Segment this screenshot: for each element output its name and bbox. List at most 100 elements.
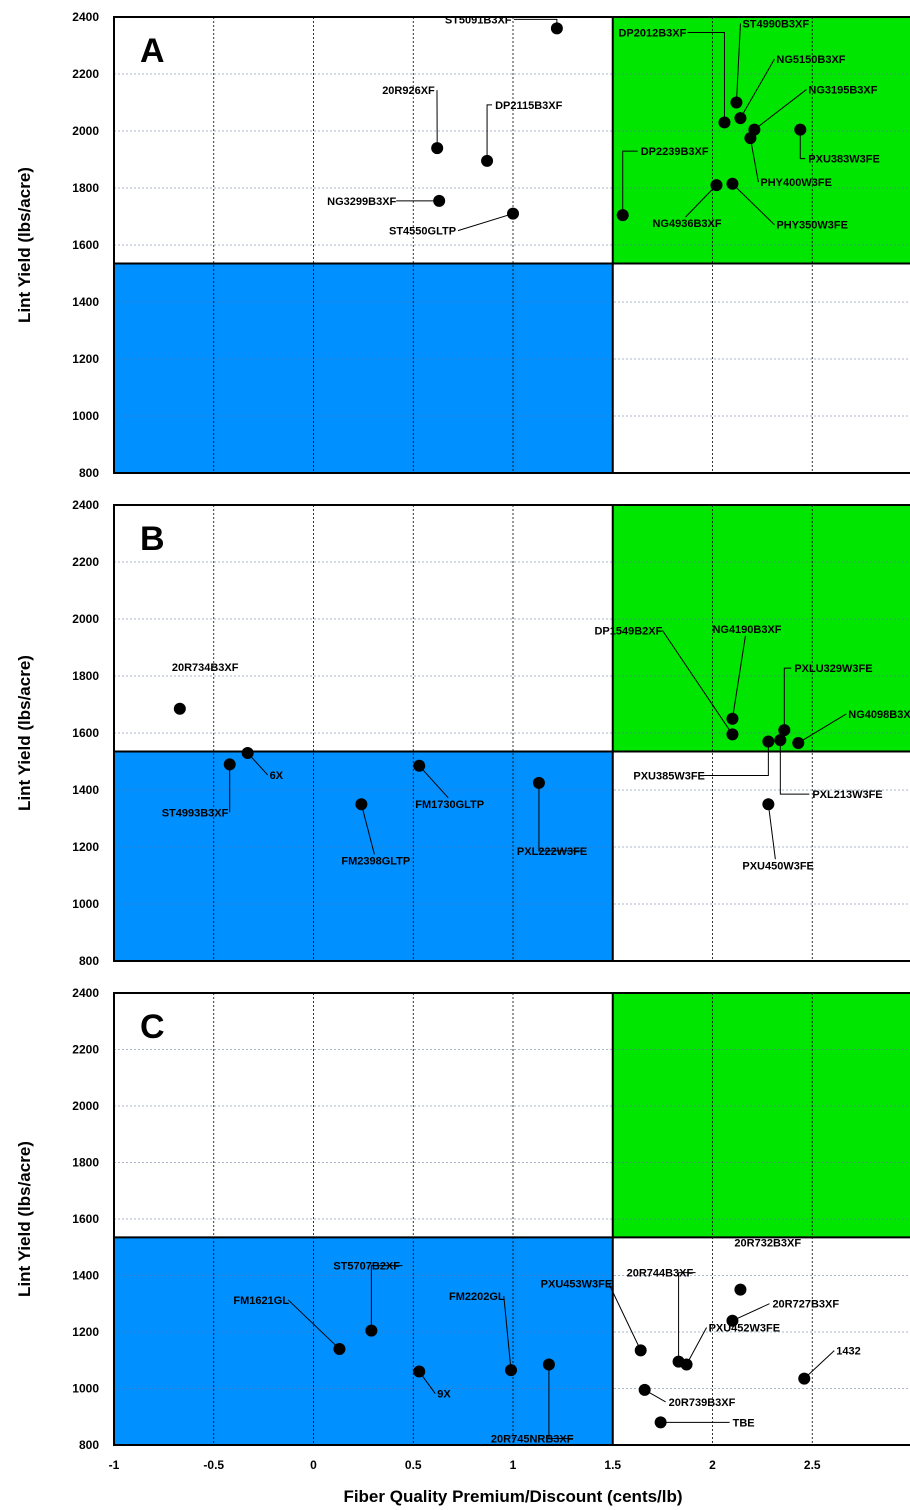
leader-line (370, 1265, 403, 1331)
point-label: DP2239B3XF (641, 146, 709, 158)
y-tick-label: 2400 (72, 986, 99, 1000)
y-tick-label: 2400 (72, 10, 99, 24)
point-label: ST4990B3XF (742, 19, 809, 31)
y-tick-label: 1600 (72, 1212, 99, 1226)
point-label: TBE (733, 1417, 755, 1429)
point-label: PHY350W3FE (776, 220, 848, 232)
point-label: 9X (437, 1389, 451, 1401)
x-tick-label: -0.5 (203, 1458, 224, 1472)
y-tick-label: 2200 (72, 555, 99, 569)
point-label: PXU450W3FE (742, 860, 814, 872)
data-point-ng4098b3xf (792, 736, 805, 749)
panel-B: 800 1000 1200 1400 1600 1800 2000 2200 2400 Lint … (15, 498, 910, 968)
y-tick-label: 800 (79, 954, 99, 968)
leader-line (360, 804, 375, 855)
point-label: PXU453W3FE (541, 1278, 613, 1290)
point-label: PXLU329W3FE (794, 663, 872, 675)
data-point-ng3299b3xf (433, 194, 446, 207)
x-axis-label: Fiber Quality Premium/Discount (cents/lb… (343, 1487, 682, 1506)
panel-letter: A (140, 32, 165, 70)
leader-line (732, 183, 775, 226)
leader-line (503, 1296, 512, 1371)
y-tick-label: 800 (79, 1438, 99, 1452)
point-label: 1432 (836, 1346, 860, 1358)
leader-line (418, 765, 449, 799)
leader-line (548, 1364, 574, 1439)
y-tick-label: 1800 (72, 669, 99, 683)
data-point-6x (241, 746, 254, 759)
plot-border (113, 504, 910, 962)
point-label: FM1621GL (233, 1295, 289, 1307)
y-tick-label: 1600 (72, 726, 99, 740)
data-point-phy400w3fe (744, 132, 757, 145)
data-point-9x (413, 1365, 426, 1378)
data-point-pxlu329w3fe (778, 724, 791, 737)
y-tick-label: 2200 (72, 1043, 99, 1057)
point-label: DP2012B3XF (618, 27, 686, 39)
data-point-ng5150b3xf (734, 112, 747, 125)
point-label: NG4190B3XF (712, 624, 781, 636)
leader-line (739, 58, 775, 119)
data-point-20r734b3xf (173, 702, 186, 715)
data-point-st4550gltp (507, 207, 519, 220)
point-label: ST4993B3XF (162, 807, 229, 819)
leader-line (678, 1272, 696, 1362)
data-point-1432 (798, 1372, 811, 1385)
point-label: 20R727B3XF (772, 1299, 839, 1311)
y-tick-label: 800 (79, 466, 99, 480)
data-point-tbe (654, 1416, 667, 1429)
y-tick-label: 1200 (72, 352, 99, 366)
data-point-ng4936b3xf (710, 179, 723, 192)
y-tick-label: 2000 (72, 1099, 99, 1113)
point-label: 20R732B3XF (734, 1238, 801, 1250)
leader-line (779, 740, 810, 795)
high-yield-high-premium-quadrant (612, 993, 910, 1238)
data-point-dp2239b3xf (616, 209, 629, 222)
panel-A: 800 1000 1200 1400 1600 1800 2000 2200 2400 Lint … (15, 10, 910, 480)
x-tick-label: 1.5 (604, 1458, 621, 1472)
leader-line (287, 1299, 340, 1350)
high-yield-high-premium-quadrant (612, 505, 910, 752)
y-tick-label: 1200 (72, 1325, 99, 1339)
point-label: 20R739B3XF (669, 1397, 736, 1409)
y-tick-label: 1600 (72, 238, 99, 252)
point-label: ST5707B2XF (333, 1261, 400, 1273)
high-yield-high-premium-quadrant (612, 17, 910, 264)
point-label: PXL222W3FE (517, 846, 587, 858)
data-point-dp2012b3xf (718, 116, 731, 129)
point-label: PHY400W3FE (760, 177, 832, 189)
plot-border (113, 16, 910, 474)
y-tick-label: 1400 (72, 783, 99, 797)
y-axis-label: Lint Yield (lbs/acre) (15, 167, 34, 323)
data-point-pxu383w3fe (794, 123, 807, 136)
leader-line (685, 184, 717, 218)
x-tick-label: -1 (109, 1458, 120, 1472)
y-tick-label: 2400 (72, 498, 99, 512)
data-point-pxu452w3fe (680, 1358, 693, 1371)
leader-line (686, 1327, 708, 1365)
point-label: NG3195B3XF (808, 85, 877, 97)
data-point-st5707b2xf (365, 1324, 378, 1337)
data-point-20r727b3xf (726, 1314, 739, 1327)
data-point-pxl213w3fe (774, 734, 787, 747)
point-label: PXU385W3FE (633, 771, 705, 783)
leader-line (799, 129, 806, 160)
leader-line (754, 89, 807, 130)
leader-line (732, 1303, 770, 1322)
y-tick-label: 1000 (72, 409, 99, 423)
point-label: 20R744B3XF (627, 1268, 694, 1280)
point-label: 6X (270, 770, 284, 782)
leader-line (731, 635, 746, 719)
panel-letter: C (140, 1008, 165, 1046)
data-point-st4990b3xf (730, 96, 743, 109)
data-point-fm1730gltp (413, 759, 426, 772)
point-label: DP1549B2XF (594, 625, 662, 637)
y-tick-label: 1800 (72, 1156, 99, 1170)
y-tick-label: 2000 (72, 612, 99, 626)
leader-line (486, 104, 493, 161)
data-point-fm2398gltp (355, 798, 368, 811)
point-label: NG3299B3XF (327, 196, 396, 208)
point-label: FM1730GLTP (415, 799, 484, 811)
leader-line (608, 1283, 642, 1351)
point-label: 20R745NRB3XF (491, 1433, 574, 1445)
